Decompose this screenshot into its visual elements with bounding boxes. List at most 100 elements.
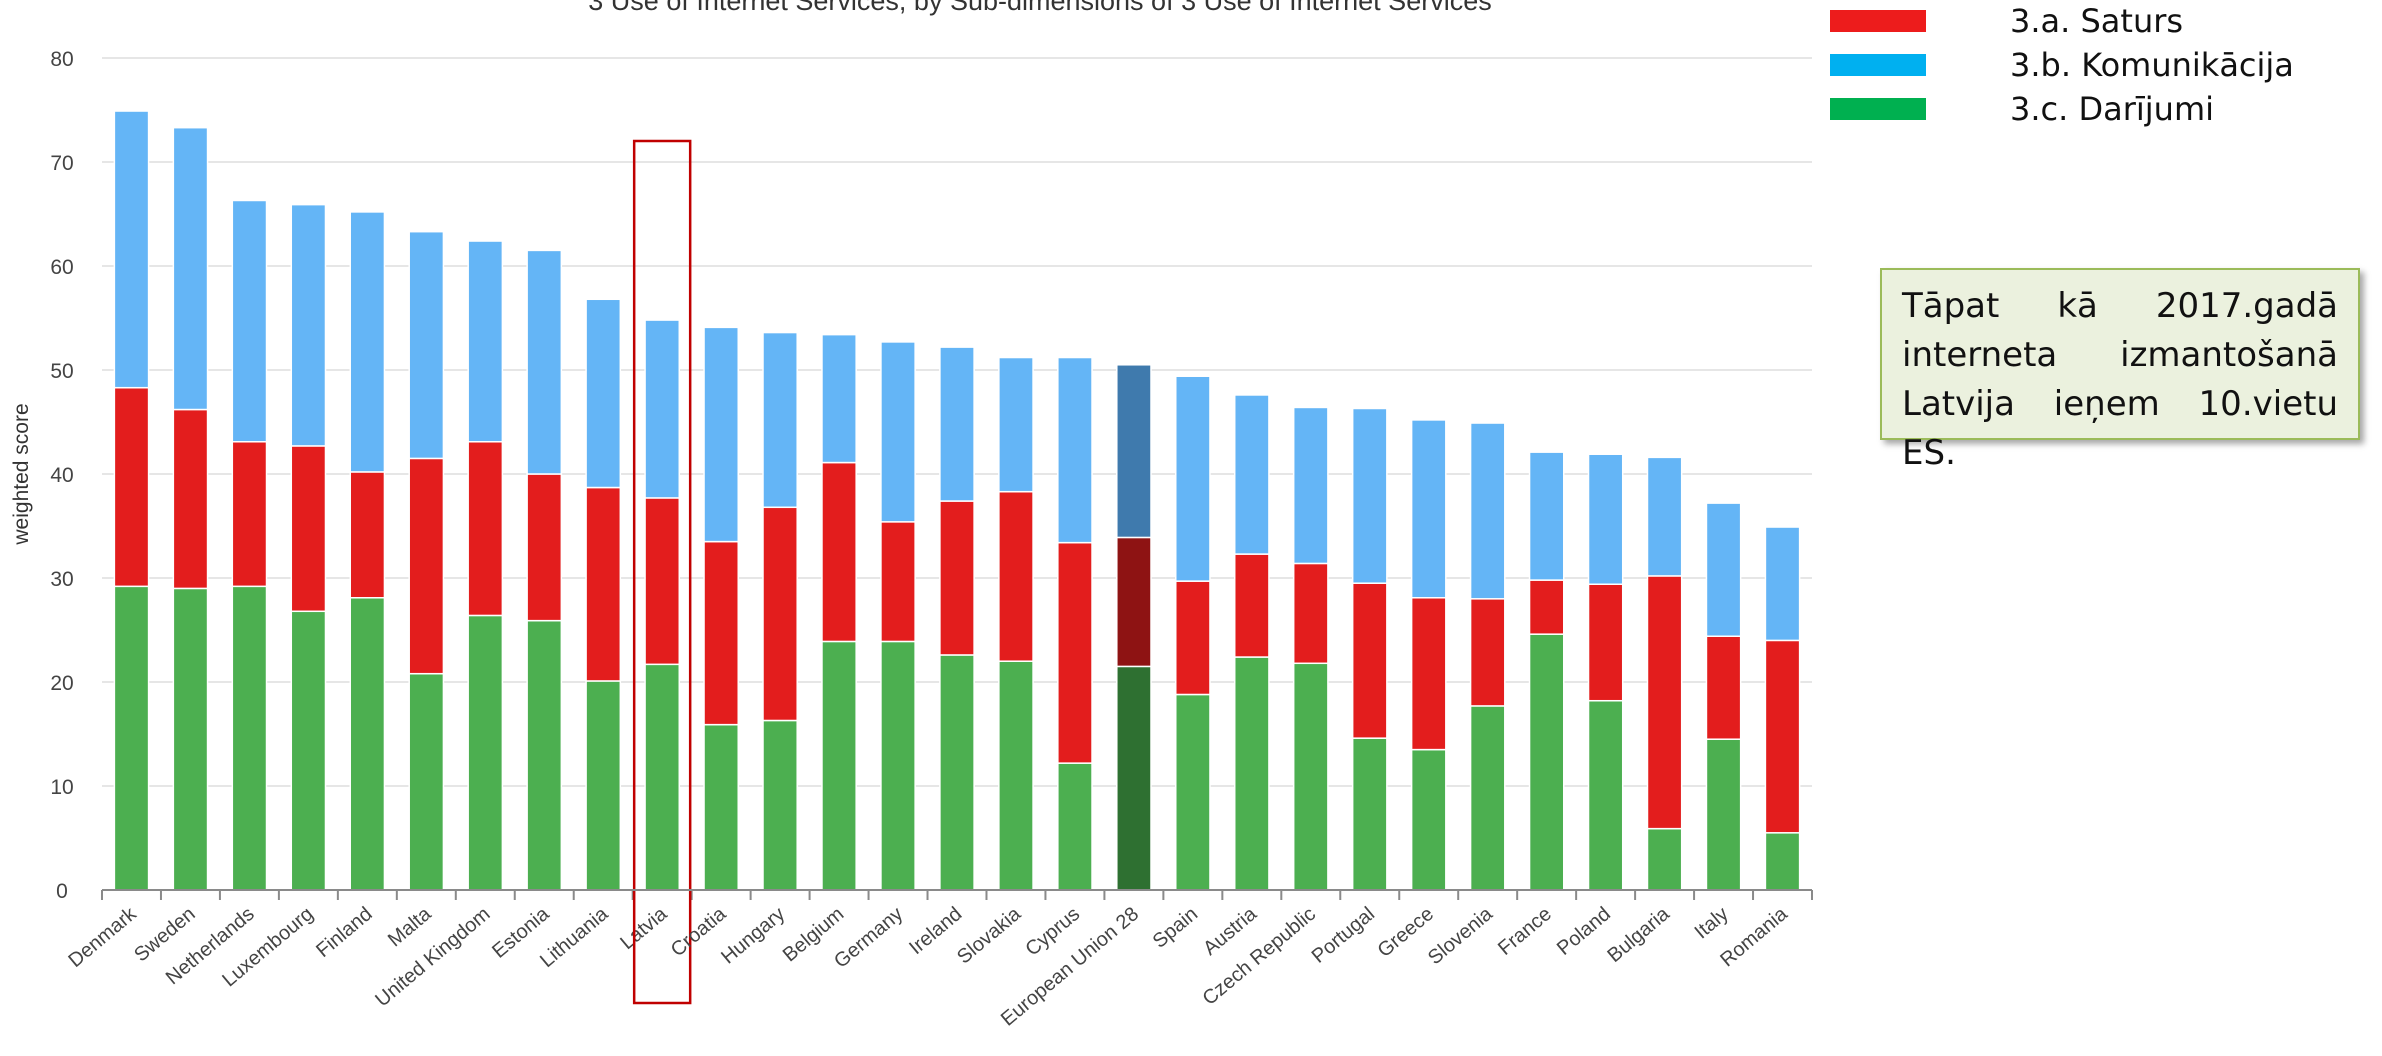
- x-tick-label: Lithuania: [536, 902, 613, 972]
- bar-segment: [172, 408, 209, 590]
- legend-swatch-komunikacija: [1830, 54, 1926, 76]
- bar-segment: [821, 333, 857, 464]
- x-tick-label: Malta: [384, 902, 436, 951]
- bar-segment: [762, 719, 798, 891]
- bar-segment: [1175, 580, 1211, 696]
- bar-segment: [172, 587, 209, 891]
- x-tick-label: Spain: [1149, 903, 1202, 953]
- bar-segment: [1175, 375, 1211, 582]
- bar-segment: [880, 341, 916, 523]
- x-tick-label: Hungary: [717, 903, 789, 968]
- x-tick-label: Romania: [1716, 902, 1792, 971]
- bar-segment: [1528, 579, 1565, 635]
- bar-segment: [231, 441, 268, 588]
- x-tick-label: Slovakia: [953, 902, 1026, 968]
- bar-segment: [1528, 451, 1565, 581]
- bar-segment: [408, 457, 445, 675]
- bar-segment: [349, 471, 386, 599]
- bar-segment: [1469, 705, 1506, 891]
- bar-segment: [1233, 553, 1270, 658]
- bar-segment: [703, 540, 739, 726]
- bar-segment: [644, 497, 681, 666]
- bar-segment: [703, 723, 739, 891]
- bar-segment: [1116, 536, 1152, 668]
- legend-label-komunikacija: 3.b. Komunikācija: [2010, 46, 2294, 84]
- bar-segment: [1351, 582, 1388, 739]
- y-tick-label: 50: [50, 360, 73, 383]
- y-tick-label: 0: [56, 880, 68, 903]
- y-tick-label: 80: [50, 48, 73, 71]
- bar-segment: [1116, 364, 1152, 539]
- bar-segment: [1469, 422, 1506, 600]
- bar-segment: [585, 680, 622, 891]
- bar-segment: [467, 614, 504, 891]
- bar-segment: [821, 640, 857, 891]
- bar-segment: [172, 126, 209, 411]
- bar-segment: [1705, 738, 1742, 891]
- bar-segment: [1587, 699, 1624, 891]
- legend-swatch-saturs: [1830, 10, 1926, 32]
- bar-segment: [231, 199, 268, 443]
- bar-segment: [467, 240, 504, 443]
- y-tick-label: 40: [50, 464, 73, 487]
- bar-segment: [349, 211, 386, 473]
- bar-segment: [1057, 762, 1093, 891]
- y-axis-label: weighted score: [10, 403, 33, 545]
- bar-segment: [526, 249, 563, 475]
- bar-segment: [113, 585, 150, 891]
- y-tick-label: 70: [50, 152, 73, 175]
- bar-segment: [467, 441, 504, 617]
- bar-segment: [1705, 502, 1742, 637]
- y-tick-label: 30: [50, 568, 73, 591]
- annotation-note: Tāpat kā 2017.gadā interneta izmantošanā…: [1880, 268, 2360, 473]
- bar-segment: [1351, 737, 1388, 891]
- y-tick-label: 20: [50, 672, 73, 695]
- bar-segment: [290, 203, 327, 447]
- bar-segment: [408, 672, 445, 891]
- bar-segment: [1646, 456, 1683, 577]
- bar-segment: [1587, 583, 1624, 702]
- legend-label-saturs: 3.a. Saturs: [2010, 2, 2184, 40]
- bar-segment: [1410, 748, 1447, 891]
- bar-segment: [526, 473, 563, 622]
- bar-segment: [1057, 541, 1093, 764]
- bar-segment: [1351, 407, 1388, 584]
- highlight-box-latvia: [632, 139, 692, 1005]
- bar-segment: [644, 663, 681, 891]
- annotation-note-text: Tāpat kā 2017.gadā interneta izmantošanā…: [1902, 286, 2338, 473]
- x-tick-label: France: [1494, 903, 1556, 960]
- bar-segment: [1587, 453, 1624, 585]
- x-tick-label: Italy: [1691, 903, 1733, 943]
- bar-segment: [585, 486, 622, 682]
- bar-segment: [1233, 656, 1270, 891]
- x-tick-label: Finland: [312, 903, 376, 962]
- bar-segment: [762, 331, 798, 509]
- stacked-bar-chart: 3 Use of Internet Services, by Sub-dimen…: [10, 0, 1813, 1031]
- bar-segment: [1764, 639, 1801, 834]
- bar-segment: [939, 346, 975, 502]
- bar-segment: [1646, 827, 1683, 891]
- bar-segment: [1764, 832, 1801, 891]
- bar-segment: [1764, 526, 1801, 642]
- bar-segment: [762, 506, 798, 722]
- bar-segment: [1646, 575, 1683, 830]
- bar-segment: [1410, 597, 1447, 751]
- bar-segment: [880, 521, 916, 643]
- bar-segment: [998, 356, 1034, 493]
- y-tick-label: 10: [50, 776, 73, 799]
- bar-segment: [998, 660, 1034, 891]
- bar-segment: [290, 610, 327, 891]
- x-tick-label: Portugal: [1308, 903, 1379, 968]
- bar-segment: [231, 585, 268, 891]
- x-tick-label: Bulgaria: [1603, 902, 1674, 967]
- bar-segment: [703, 326, 739, 543]
- x-tick-label: Slovenia: [1424, 902, 1498, 969]
- bar-segment: [880, 640, 916, 891]
- bar-segment: [1057, 356, 1093, 544]
- bar-segment: [1410, 419, 1447, 599]
- legend-swatch-darijumi: [1830, 98, 1926, 120]
- legend-label-darijumi: 3.c. Darījumi: [2010, 90, 2214, 128]
- bar-segment: [1705, 635, 1742, 740]
- bar-segment: [1116, 665, 1152, 891]
- x-tick-label: Latvia: [616, 902, 672, 954]
